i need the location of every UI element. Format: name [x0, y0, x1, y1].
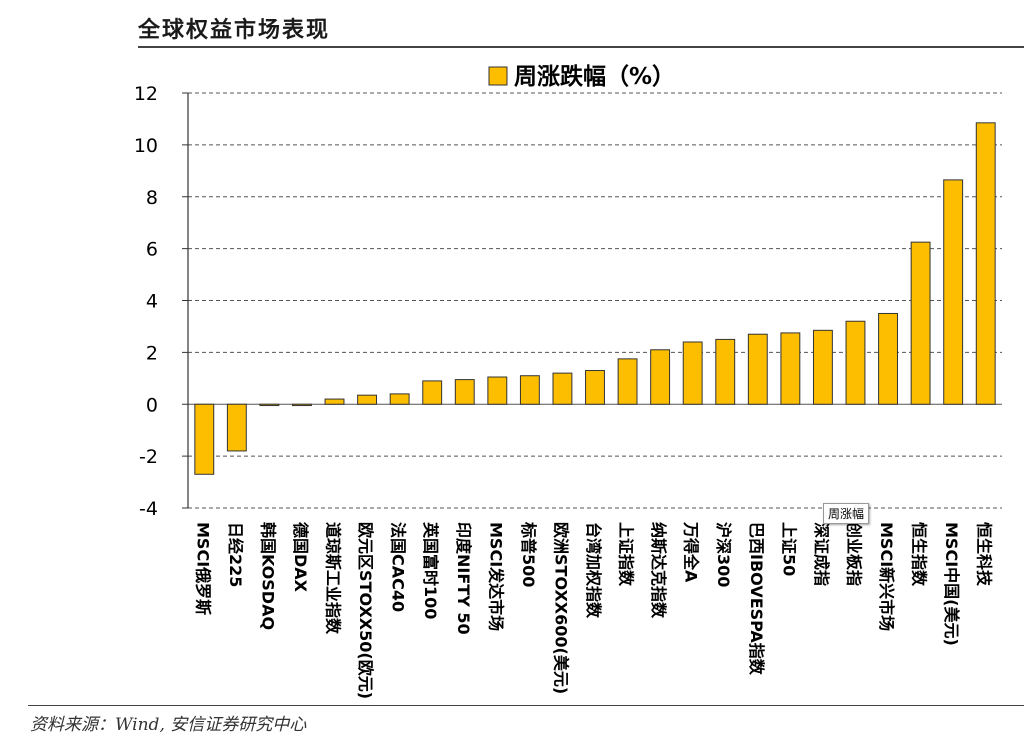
- source-note: 资料来源：Wind, 安信证券研究中心: [30, 715, 307, 735]
- x-tick-label: 欧洲STOXX600(美元): [551, 522, 570, 694]
- tooltip: 周涨幅: [823, 503, 870, 524]
- y-tick-label: 0: [146, 394, 158, 416]
- bar: [226, 403, 247, 452]
- bar: [552, 372, 573, 405]
- bar: [943, 179, 964, 405]
- y-axis-ticks: -4 -2 0 2 4 6 8 10 12: [134, 83, 189, 520]
- bars: [194, 122, 996, 475]
- bar: [194, 403, 215, 475]
- legend-label: 周涨跌幅（%）: [514, 63, 675, 90]
- x-tick-label: 上证50: [779, 522, 798, 576]
- x-tick-label: MSCI发达市场: [486, 522, 505, 631]
- grid-lines: [188, 92, 1002, 509]
- x-tick-label: 万得全A: [682, 521, 701, 583]
- bar: [682, 341, 703, 405]
- page-title: 全球权益市场表现: [138, 17, 331, 43]
- x-tick-label: 欧元区STOXX50(欧元): [356, 522, 375, 699]
- legend-swatch: [488, 66, 508, 86]
- x-tick-label: 德国DAX: [291, 522, 310, 593]
- y-tick-label: -2: [139, 446, 158, 468]
- x-tick-label: 印度NIFTY 50: [454, 522, 473, 635]
- y-tick-label: 6: [146, 239, 158, 261]
- y-tick-label: 10: [134, 135, 158, 157]
- y-tick-label: 8: [146, 187, 158, 209]
- bar: [715, 338, 736, 405]
- x-tick-label: 英国富时100: [421, 521, 440, 619]
- bar: [780, 332, 801, 405]
- bar: [292, 403, 312, 407]
- bar: [519, 375, 540, 405]
- bar: [617, 358, 638, 405]
- y-tick-label: 4: [146, 291, 158, 313]
- x-tick-label: 纳斯达克指数: [649, 522, 668, 619]
- bar: [389, 393, 410, 405]
- bar: [650, 349, 671, 405]
- x-tick-label: 恒生指数: [910, 522, 929, 587]
- x-tick-label: 创业板指: [844, 521, 863, 586]
- x-tick-label: MSCI中国(美元): [942, 522, 961, 646]
- x-tick-label: 沪深300: [714, 522, 733, 587]
- bar: [845, 320, 866, 405]
- x-tick-label: 标普500: [519, 521, 538, 587]
- bar: [259, 403, 280, 407]
- x-tick-label: 日经225: [226, 522, 245, 587]
- x-axis-labels: MSCI俄罗斯 日经225 韩国KOSDAQ 德国DAX 道琼斯工业指数 欧元区STOXX…: [193, 521, 993, 699]
- bar: [910, 241, 931, 405]
- bar: [878, 312, 898, 405]
- x-tick-label: 道琼斯工业指数: [324, 522, 343, 635]
- y-tick-label: 12: [134, 83, 158, 105]
- bar: [585, 370, 605, 405]
- x-tick-label: 韩国KOSDAQ: [258, 522, 277, 630]
- footer-divider: [28, 705, 1024, 706]
- x-tick-label: 法国CAC40: [389, 522, 408, 612]
- bar: [422, 380, 443, 405]
- bar: [324, 398, 345, 405]
- bar: [975, 122, 996, 405]
- x-tick-label: 恒生科技: [975, 522, 994, 587]
- x-tick-label: 台湾加权指数: [584, 522, 603, 619]
- x-tick-label: 深证成指: [812, 522, 831, 586]
- bar: [454, 379, 475, 405]
- x-tick-label: MSCI俄罗斯: [193, 522, 212, 615]
- bar: [357, 394, 378, 405]
- x-tick-label: 上证指数: [617, 522, 636, 587]
- legend: 周涨跌幅（%）: [488, 63, 675, 90]
- x-tick-label: 巴西IBOVESPA指数: [747, 522, 766, 676]
- y-tick-label: 2: [146, 342, 158, 364]
- y-tick-label: -4: [139, 498, 158, 520]
- bar-chart: -4 -2 0 2 4 6 8 10 12 MSCI俄罗斯 日经225 韩国KOSDAQ 德国DAX 道…: [134, 63, 1002, 699]
- bar: [487, 376, 508, 405]
- bar: [747, 333, 768, 405]
- title-divider: [138, 46, 1024, 48]
- x-tick-label: MSCI新兴市场: [877, 522, 896, 631]
- bar: [812, 329, 833, 405]
